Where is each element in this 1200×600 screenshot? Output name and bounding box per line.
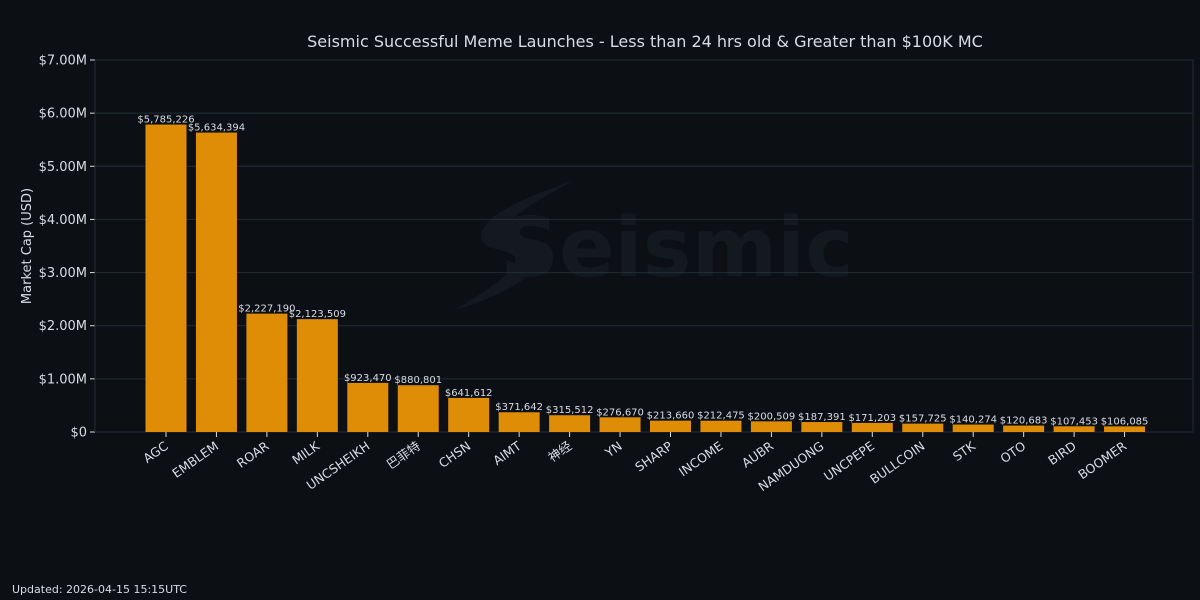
bar-value-label: $2,227,190 [238, 304, 295, 315]
bar [397, 385, 439, 432]
bar [750, 421, 792, 432]
bar [1053, 426, 1095, 432]
bar-value-label: $276,670 [596, 407, 644, 418]
seismic-watermark: Seismic [455, 180, 854, 310]
bar-value-label: $371,642 [495, 402, 543, 413]
updated-label: Updated: [12, 583, 67, 596]
bar [498, 412, 540, 432]
bar-value-label: $923,470 [344, 373, 392, 384]
bar-value-label: $120,683 [1000, 416, 1048, 427]
bar-value-label: $880,801 [394, 375, 442, 386]
y-axis-label: Market Cap (USD) [20, 188, 35, 304]
bar-value-label: $140,274 [949, 415, 997, 426]
watermark-s-mark [455, 180, 575, 310]
bar [246, 313, 288, 432]
bar-value-label: $5,634,394 [188, 123, 245, 134]
y-tick-label: $5.00M [39, 160, 87, 175]
bar [1104, 426, 1146, 432]
bar-value-label: $212,475 [697, 411, 745, 422]
bar [347, 382, 389, 432]
bar-value-label: $106,085 [1101, 416, 1149, 427]
bar-value-label: $213,660 [647, 411, 695, 422]
bar [700, 420, 742, 432]
bar-value-label: $200,509 [748, 411, 796, 422]
y-tick-label: $2.00M [39, 319, 87, 334]
bar-value-label: $107,453 [1050, 416, 1098, 427]
bar [549, 415, 591, 432]
bar-value-label: $315,512 [546, 405, 594, 416]
bars-layer: $5,785,226$5,634,394 $2,227,190$2,123,509… [137, 115, 1148, 432]
y-tick-label: $7.00M [39, 54, 87, 69]
bar [851, 422, 893, 432]
bar-value-label: $171,203 [848, 413, 896, 424]
bar [1003, 425, 1045, 432]
bar [145, 124, 187, 432]
y-tick-label: $6.00M [39, 107, 87, 122]
bar-value-label: $157,725 [899, 414, 947, 425]
bar-value-label: $641,612 [445, 388, 493, 399]
bar [195, 132, 237, 432]
bar [599, 417, 641, 432]
bar-value-label: $5,785,226 [137, 115, 194, 126]
bar [801, 422, 843, 432]
y-tick-label: $4.00M [39, 213, 87, 228]
y-tick-label: $3.00M [39, 266, 87, 281]
updated-timestamp: 2026-04-15 15:15UTC [66, 583, 187, 596]
bar [448, 397, 490, 432]
y-tick-label: $0 [70, 426, 87, 441]
y-tick-label: $1.00M [39, 372, 87, 387]
bar [952, 424, 994, 432]
updated-footer: Updated: 2026-04-15 15:15UTC [12, 583, 187, 596]
watermark-text: Seismic [500, 201, 854, 296]
chart-title: Seismic Successful Meme Launches - Less … [307, 32, 983, 51]
bar [296, 319, 338, 432]
bar-value-label: $187,391 [798, 412, 846, 423]
bar [650, 420, 691, 432]
bar [902, 423, 944, 432]
bar-value-label: $2,123,509 [289, 309, 346, 320]
